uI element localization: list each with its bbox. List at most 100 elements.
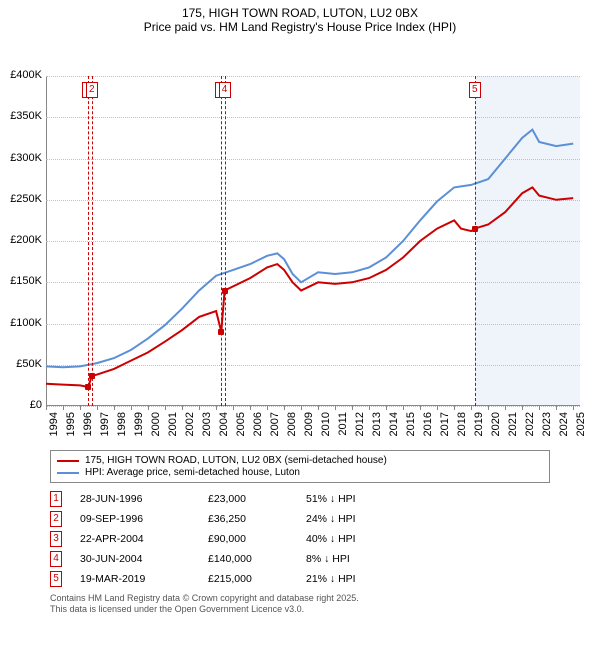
sale-event-row: 128-JUN-1996£23,00051% ↓ HPI bbox=[50, 489, 550, 509]
sale-marker-point bbox=[472, 226, 478, 232]
x-axis-tick bbox=[386, 406, 387, 410]
sale-event-id: 1 bbox=[50, 491, 62, 507]
x-axis-tick bbox=[63, 406, 64, 410]
x-axis-tick-label: 2024 bbox=[558, 412, 570, 442]
x-axis-tick bbox=[148, 406, 149, 410]
sale-marker-point bbox=[89, 373, 95, 379]
x-axis-tick bbox=[284, 406, 285, 410]
x-axis-tick-label: 2012 bbox=[354, 412, 366, 442]
x-axis-tick bbox=[488, 406, 489, 410]
x-axis-tick bbox=[335, 406, 336, 410]
x-axis-tick-label: 1997 bbox=[99, 412, 111, 442]
x-axis-tick-label: 2003 bbox=[201, 412, 213, 442]
price-chart: £0£50K£100K£150K£200K£250K£300K£350K£400… bbox=[0, 36, 600, 446]
sale-event-id: 4 bbox=[50, 551, 62, 567]
sale-event-row: 209-SEP-1996£36,25024% ↓ HPI bbox=[50, 509, 550, 529]
x-axis-tick-label: 2015 bbox=[405, 412, 417, 442]
x-axis-tick bbox=[182, 406, 183, 410]
sale-event-price: 09-SEP-1996 bbox=[80, 513, 190, 525]
x-axis-tick-label: 1994 bbox=[48, 412, 60, 442]
x-axis-tick bbox=[403, 406, 404, 410]
sale-event-delta: 51% ↓ HPI bbox=[306, 493, 396, 505]
x-axis-tick-label: 2016 bbox=[422, 412, 434, 442]
x-axis-tick bbox=[539, 406, 540, 410]
x-axis-tick-label: 2011 bbox=[337, 412, 349, 442]
x-axis-tick bbox=[267, 406, 268, 410]
sale-event-delta: 21% ↓ HPI bbox=[306, 573, 396, 585]
x-axis-tick bbox=[301, 406, 302, 410]
title-line1: 175, HIGH TOWN ROAD, LUTON, LU2 0BX bbox=[10, 6, 590, 20]
x-axis-tick-label: 2017 bbox=[439, 412, 451, 442]
x-axis-tick-label: 2013 bbox=[371, 412, 383, 442]
sale-marker-line bbox=[225, 76, 226, 406]
footer-line: This data is licensed under the Open Gov… bbox=[50, 604, 550, 615]
x-axis-tick bbox=[556, 406, 557, 410]
x-axis-tick bbox=[369, 406, 370, 410]
x-axis-tick bbox=[233, 406, 234, 410]
x-axis-tick-label: 2007 bbox=[269, 412, 281, 442]
x-axis-tick-label: 2005 bbox=[235, 412, 247, 442]
x-axis-tick bbox=[199, 406, 200, 410]
x-axis-tick-label: 2009 bbox=[303, 412, 315, 442]
x-axis-tick-label: 2022 bbox=[524, 412, 536, 442]
x-axis-tick bbox=[420, 406, 421, 410]
x-axis-tick bbox=[318, 406, 319, 410]
title-line2: Price paid vs. HM Land Registry's House … bbox=[10, 20, 590, 34]
series-line bbox=[46, 130, 573, 368]
sale-marker-point bbox=[218, 329, 224, 335]
sale-marker-point bbox=[222, 288, 228, 294]
x-axis-tick bbox=[46, 406, 47, 410]
x-axis-tick bbox=[80, 406, 81, 410]
x-axis-tick bbox=[352, 406, 353, 410]
sale-marker-badge: 5 bbox=[469, 82, 481, 98]
x-axis-tick-label: 2008 bbox=[286, 412, 298, 442]
legend-swatch bbox=[57, 472, 79, 474]
x-axis-tick-label: 1996 bbox=[82, 412, 94, 442]
chart-title: 175, HIGH TOWN ROAD, LUTON, LU2 0BX Pric… bbox=[0, 0, 600, 36]
sale-event-price: 22-APR-2004 bbox=[80, 533, 190, 545]
legend-item: HPI: Average price, semi-detached house,… bbox=[57, 467, 543, 478]
x-axis-tick-label: 2000 bbox=[150, 412, 162, 442]
x-axis-tick-label: 1999 bbox=[133, 412, 145, 442]
sale-marker-badge: 2 bbox=[86, 82, 98, 98]
x-axis-tick-label: 2019 bbox=[473, 412, 485, 442]
x-axis-tick bbox=[505, 406, 506, 410]
sale-event-delta: 8% ↓ HPI bbox=[306, 553, 396, 565]
sale-event-delta: 40% ↓ HPI bbox=[306, 533, 396, 545]
x-axis-tick-label: 2025 bbox=[575, 412, 587, 442]
chart-legend: 175, HIGH TOWN ROAD, LUTON, LU2 0BX (sem… bbox=[50, 450, 550, 483]
sale-marker-line bbox=[221, 76, 222, 406]
x-axis-tick bbox=[573, 406, 574, 410]
x-axis-tick-label: 2002 bbox=[184, 412, 196, 442]
x-axis-tick bbox=[97, 406, 98, 410]
sale-event-id: 2 bbox=[50, 511, 62, 527]
sale-event-row: 322-APR-2004£90,00040% ↓ HPI bbox=[50, 529, 550, 549]
x-axis-tick bbox=[131, 406, 132, 410]
x-axis-tick bbox=[114, 406, 115, 410]
x-axis-tick-label: 2023 bbox=[541, 412, 553, 442]
x-axis-tick-label: 2021 bbox=[507, 412, 519, 442]
sale-event-id: 5 bbox=[50, 571, 62, 587]
sale-marker-line bbox=[88, 76, 89, 406]
sale-event-id: 3 bbox=[50, 531, 62, 547]
sale-event-row: 519-MAR-2019£215,00021% ↓ HPI bbox=[50, 569, 550, 589]
legend-label: HPI: Average price, semi-detached house,… bbox=[85, 467, 300, 478]
series-line bbox=[46, 187, 573, 387]
x-axis-tick bbox=[216, 406, 217, 410]
sale-event-row: 430-JUN-2004£140,0008% ↓ HPI bbox=[50, 549, 550, 569]
x-axis-tick-label: 2006 bbox=[252, 412, 264, 442]
sale-event-price: 28-JUN-1996 bbox=[80, 493, 190, 505]
x-axis-tick-label: 2010 bbox=[320, 412, 332, 442]
legend-swatch bbox=[57, 460, 79, 462]
sale-event-price: 30-JUN-2004 bbox=[80, 553, 190, 565]
sale-marker-badge: 4 bbox=[219, 82, 231, 98]
x-axis-tick-label: 2018 bbox=[456, 412, 468, 442]
data-attribution: Contains HM Land Registry data © Crown c… bbox=[50, 593, 550, 616]
sale-event-price: 19-MAR-2019 bbox=[80, 573, 190, 585]
sale-marker-line bbox=[92, 76, 93, 406]
x-axis-tick-label: 2004 bbox=[218, 412, 230, 442]
sale-event-delta: 24% ↓ HPI bbox=[306, 513, 396, 525]
sale-marker-point bbox=[85, 384, 91, 390]
x-axis-tick-label: 2014 bbox=[388, 412, 400, 442]
sale-marker-line bbox=[475, 76, 476, 406]
